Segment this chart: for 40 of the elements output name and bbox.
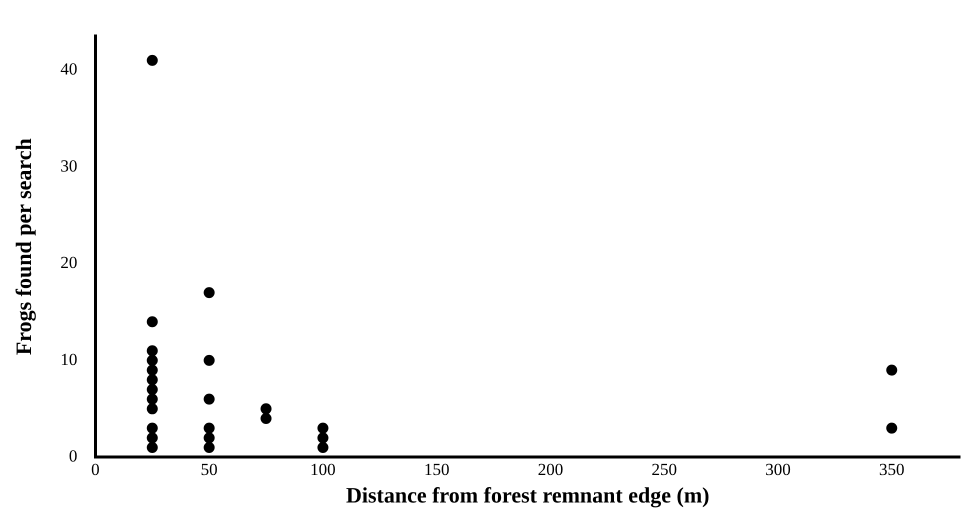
point (146, 442, 158, 454)
y-tick-label: 20 (60, 253, 78, 272)
point (146, 384, 158, 395)
x-tick-label: 250 (651, 460, 677, 479)
point (146, 354, 158, 366)
point (146, 364, 158, 376)
x-tick-label: 350 (878, 460, 904, 479)
point (146, 54, 158, 66)
x-tick-label: 0 (91, 460, 100, 479)
x-axis-title: Distance from forest remnant edge (m) (346, 482, 710, 508)
point (146, 316, 158, 328)
x-tick-label: 200 (538, 460, 564, 479)
point (146, 374, 158, 386)
x-tick-label: 100 (310, 460, 336, 479)
point (204, 432, 215, 444)
point (317, 442, 328, 454)
point (146, 403, 158, 414)
point (317, 422, 328, 434)
y-tick-label: 40 (60, 60, 78, 79)
x-tick-label: 300 (765, 460, 791, 479)
point (886, 364, 898, 376)
point (146, 394, 158, 405)
point (146, 422, 158, 434)
point (204, 442, 215, 454)
y-tick-label: 30 (60, 156, 78, 176)
y-axis-title: Frogs found per search (10, 138, 36, 356)
point (146, 432, 158, 444)
point (204, 394, 215, 405)
point (204, 354, 215, 366)
point (260, 403, 272, 414)
point (204, 422, 215, 434)
x-tick-label: 50 (200, 460, 218, 479)
y-tick-label: 10 (60, 350, 78, 369)
point (204, 287, 215, 298)
y-tick-label: 0 (68, 446, 78, 466)
point (260, 412, 272, 424)
x-tick-label: 150 (424, 460, 450, 479)
point (317, 432, 328, 444)
point (886, 422, 898, 434)
point (146, 345, 158, 356)
